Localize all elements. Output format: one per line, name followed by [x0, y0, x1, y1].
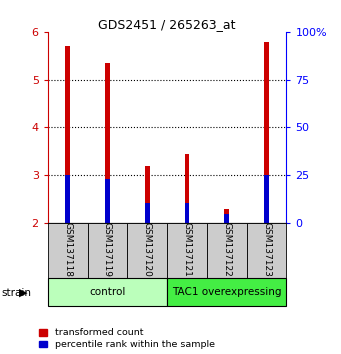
Bar	[105, 179, 110, 223]
Bar	[264, 175, 269, 223]
Bar	[127, 223, 167, 278]
Bar	[48, 223, 88, 278]
Text: TAC1 overexpressing: TAC1 overexpressing	[172, 287, 282, 297]
Text: ▶: ▶	[19, 288, 27, 298]
Bar	[264, 42, 269, 223]
Bar	[167, 223, 207, 278]
Legend: transformed count, percentile rank within the sample: transformed count, percentile rank withi…	[39, 329, 215, 349]
Bar	[207, 223, 247, 278]
Text: control: control	[89, 287, 125, 297]
Text: GSM137122: GSM137122	[222, 222, 231, 277]
Bar	[88, 223, 127, 278]
Bar	[145, 203, 150, 223]
Title: GDS2451 / 265263_at: GDS2451 / 265263_at	[98, 18, 236, 31]
Bar	[48, 278, 167, 306]
Bar	[184, 154, 189, 223]
Bar	[65, 46, 70, 223]
Bar	[105, 63, 110, 223]
Text: GSM137123: GSM137123	[262, 222, 271, 277]
Text: GSM137119: GSM137119	[103, 222, 112, 277]
Text: GSM137118: GSM137118	[63, 222, 72, 277]
Text: GSM137121: GSM137121	[182, 222, 192, 277]
Bar	[184, 203, 189, 223]
Bar	[167, 278, 286, 306]
Text: GSM137120: GSM137120	[143, 222, 152, 277]
Text: strain: strain	[2, 288, 32, 298]
Bar	[224, 215, 229, 223]
Bar	[145, 166, 150, 223]
Bar	[247, 223, 286, 278]
Bar	[224, 209, 229, 223]
Bar	[65, 175, 70, 223]
